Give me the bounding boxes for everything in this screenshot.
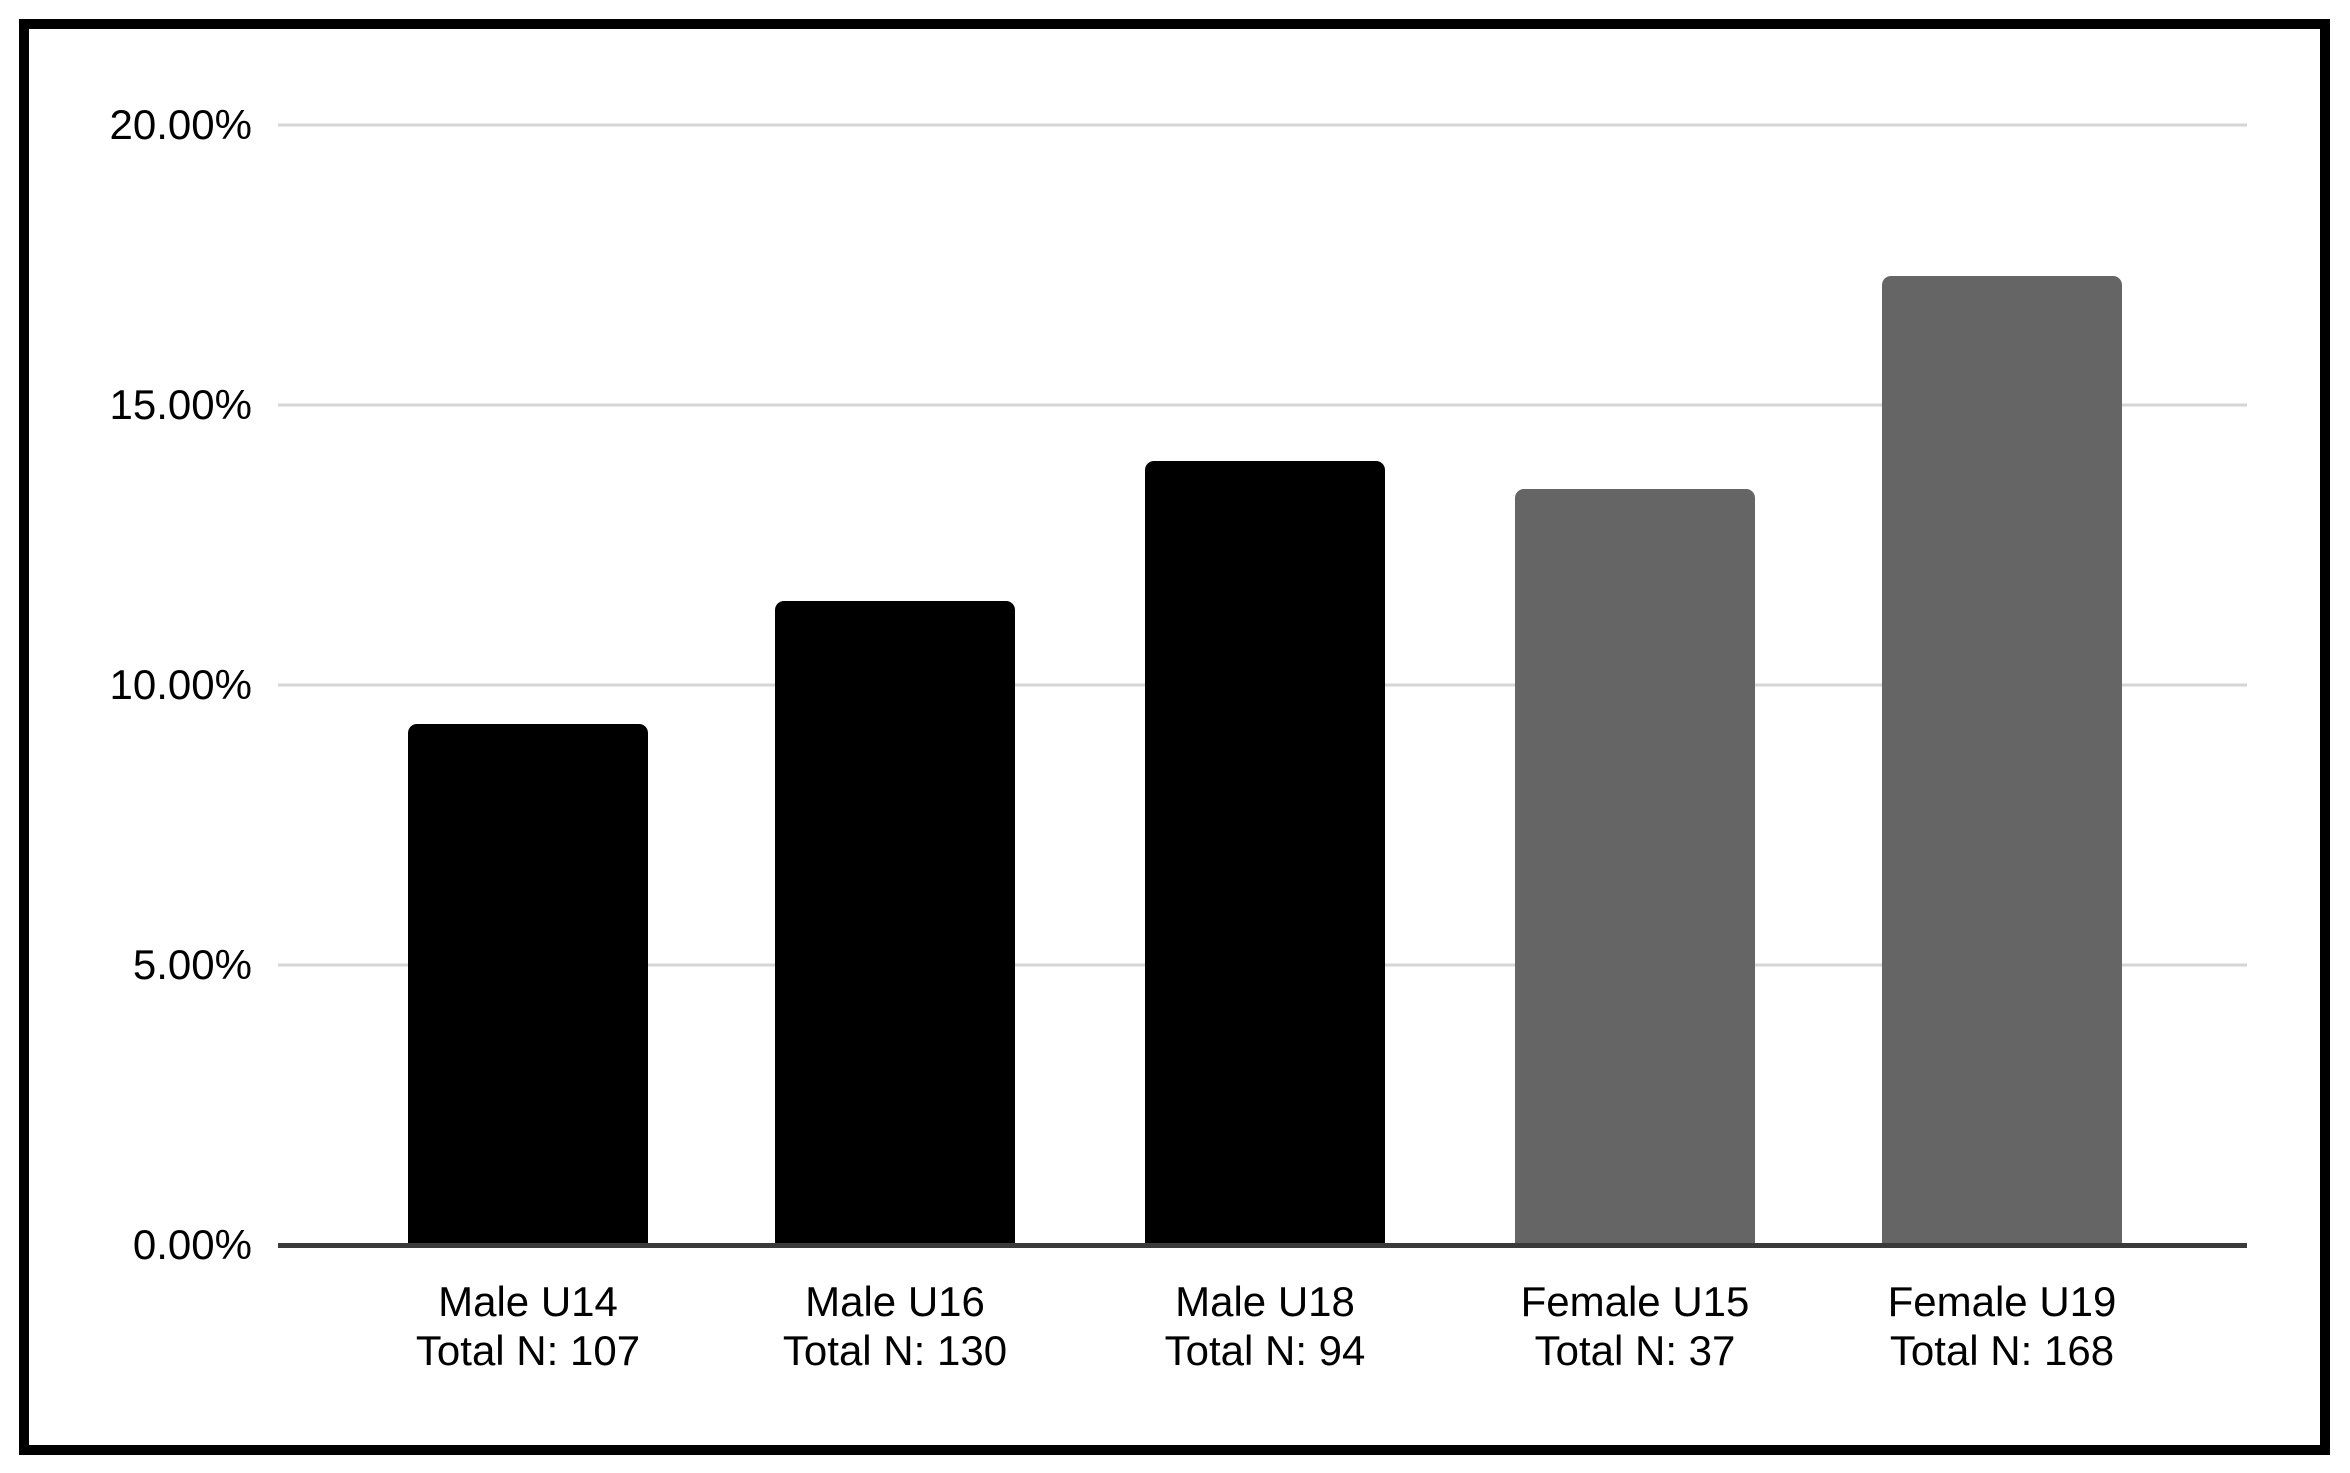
- bar-female-u15: [1515, 489, 1755, 1245]
- bar-male-u14: [408, 724, 648, 1245]
- plot-area: 20.00% 15.00% 10.00% 5.00% 0.00% Male U14 Tota…: [110, 101, 2247, 1374]
- bar-female-u19: [1882, 276, 2122, 1245]
- x-tick-label: Female U19 Total N: 168: [1812, 1277, 2192, 1375]
- category-name: Male U18: [1175, 1278, 1355, 1325]
- total-n-label: Total N: 168: [1889, 1327, 2115, 1374]
- y-tick-label: 5.00%: [132, 941, 252, 988]
- total-n-label: Total N: 37: [1534, 1327, 1736, 1374]
- bar-male-u18: [1145, 461, 1385, 1245]
- x-tick-label: Female U15 Total N: 37: [1445, 1277, 1825, 1375]
- gridline: [278, 403, 2247, 407]
- total-n-label: Total N: 94: [1164, 1327, 1366, 1374]
- total-n-label: Total N: 130: [782, 1327, 1008, 1374]
- x-tick-label: Male U14 Total N: 107: [338, 1277, 718, 1375]
- category-name: Male U16: [805, 1278, 985, 1325]
- y-tick-label: 20.00%: [109, 101, 252, 148]
- x-axis-line: [278, 1243, 2247, 1248]
- total-n-label: Total N: 107: [415, 1327, 641, 1374]
- y-tick-label: 0.00%: [132, 1221, 252, 1268]
- y-tick-label: 10.00%: [109, 661, 252, 708]
- gridline: [278, 123, 2247, 127]
- x-tick-label: Male U18 Total N: 94: [1075, 1277, 1455, 1375]
- x-tick-label: Male U16 Total N: 130: [705, 1277, 1085, 1375]
- category-name: Female U15: [1520, 1278, 1750, 1325]
- bar-male-u16: [775, 601, 1015, 1245]
- category-name: Male U14: [438, 1278, 618, 1325]
- category-name: Female U19: [1887, 1278, 2117, 1325]
- chart-frame: 20.00% 15.00% 10.00% 5.00% 0.00% Male U14 Tota…: [19, 19, 2330, 1455]
- y-tick-label: 15.00%: [109, 381, 252, 428]
